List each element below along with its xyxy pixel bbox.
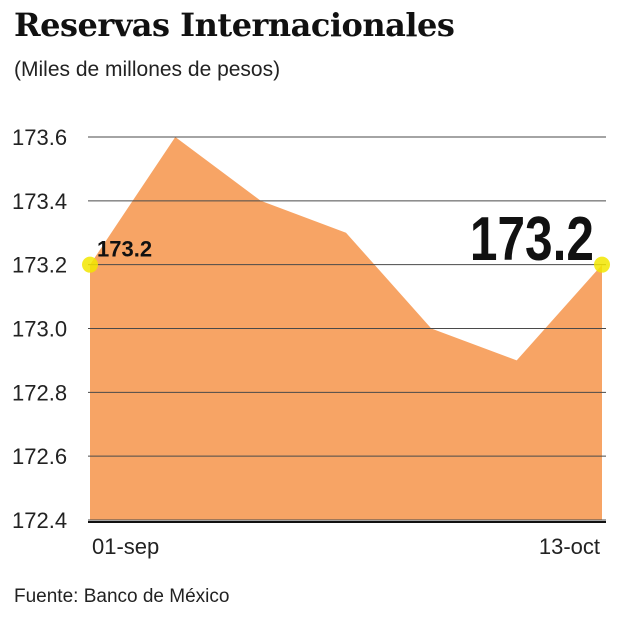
y-tick-label: 172.8 (12, 380, 67, 405)
source-note: Fuente: Banco de México (14, 586, 230, 607)
chart-title: Reservas Internacionales (14, 6, 455, 44)
data-point-end (594, 256, 610, 273)
data-point-start (82, 256, 98, 273)
data-label-end: 173.2 (470, 204, 594, 274)
y-tick-label: 173.2 (12, 253, 67, 278)
data-label-start: 173.2 (97, 237, 152, 262)
x-tick-label: 01-sep (92, 534, 159, 559)
y-tick-label: 173.4 (12, 189, 67, 214)
y-tick-label: 173.0 (12, 317, 67, 342)
x-tick-label: 13-oct (539, 534, 600, 559)
y-tick-label: 173.6 (12, 125, 67, 150)
y-tick-label: 172.4 (12, 508, 67, 533)
y-tick-label: 172.6 (12, 444, 67, 469)
chart-subtitle: (Miles de millones de pesos) (14, 58, 281, 81)
